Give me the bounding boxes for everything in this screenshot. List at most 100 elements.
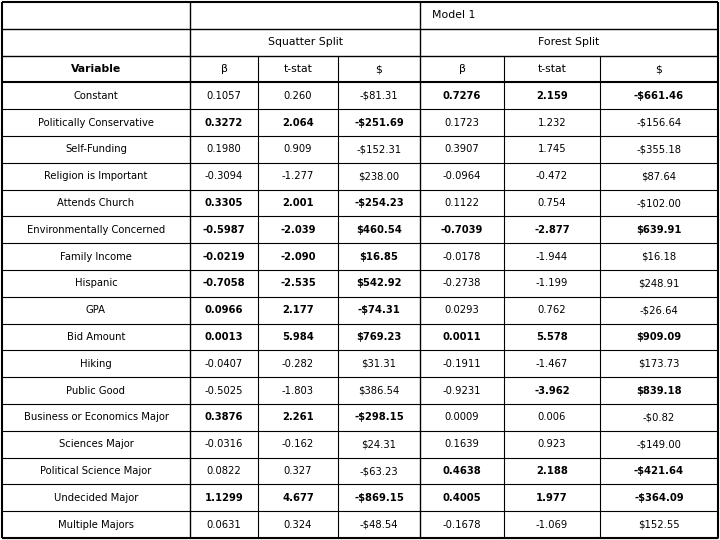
Text: Constant: Constant (73, 91, 118, 101)
Text: -0.2738: -0.2738 (443, 279, 481, 288)
Text: -0.282: -0.282 (282, 359, 314, 369)
Text: $173.73: $173.73 (639, 359, 680, 369)
Text: -$0.82: -$0.82 (643, 413, 675, 422)
Text: GPA: GPA (86, 305, 106, 315)
Text: 1.1299: 1.1299 (204, 493, 243, 503)
Text: 0.260: 0.260 (284, 91, 312, 101)
Text: -0.0964: -0.0964 (443, 171, 481, 181)
Text: $542.92: $542.92 (356, 279, 402, 288)
Text: -0.0316: -0.0316 (204, 439, 243, 449)
Text: -$421.64: -$421.64 (634, 466, 684, 476)
Text: -0.5025: -0.5025 (204, 386, 243, 396)
Text: -1.069: -1.069 (536, 519, 568, 530)
Text: -0.0219: -0.0219 (203, 252, 246, 261)
Text: -2.090: -2.090 (280, 252, 316, 261)
Text: Undecided Major: Undecided Major (54, 493, 138, 503)
Text: Hiking: Hiking (80, 359, 112, 369)
Text: -$869.15: -$869.15 (354, 493, 404, 503)
Text: 0.327: 0.327 (284, 466, 312, 476)
Text: -$149.00: -$149.00 (636, 439, 681, 449)
Text: 0.0631: 0.0631 (207, 519, 241, 530)
Text: -$48.54: -$48.54 (360, 519, 398, 530)
Text: Variable: Variable (71, 64, 121, 74)
Text: Religion is Important: Religion is Important (45, 171, 148, 181)
Text: -$355.18: -$355.18 (636, 144, 682, 154)
Text: 2.177: 2.177 (282, 305, 314, 315)
Text: -0.0178: -0.0178 (443, 252, 481, 261)
Text: 2.261: 2.261 (282, 413, 314, 422)
Text: -0.472: -0.472 (536, 171, 568, 181)
Text: -$251.69: -$251.69 (354, 118, 404, 127)
Text: 1.977: 1.977 (536, 493, 568, 503)
Text: -$661.46: -$661.46 (634, 91, 684, 101)
Text: 0.4005: 0.4005 (443, 493, 481, 503)
Text: Political Science Major: Political Science Major (40, 466, 152, 476)
Text: -0.1911: -0.1911 (443, 359, 481, 369)
Text: 0.0013: 0.0013 (204, 332, 243, 342)
Text: β: β (459, 64, 465, 74)
Text: $460.54: $460.54 (356, 225, 402, 235)
Text: Bid Amount: Bid Amount (67, 332, 125, 342)
Text: 0.1980: 0.1980 (207, 144, 241, 154)
Text: -1.277: -1.277 (282, 171, 314, 181)
Text: -1.467: -1.467 (536, 359, 568, 369)
Text: Environmentally Concerned: Environmentally Concerned (27, 225, 165, 235)
Text: -0.5987: -0.5987 (203, 225, 246, 235)
Text: Politically Conservative: Politically Conservative (38, 118, 154, 127)
Text: $639.91: $639.91 (636, 225, 682, 235)
Text: 0.923: 0.923 (538, 439, 566, 449)
Text: $238.00: $238.00 (359, 171, 400, 181)
Text: Sciences Major: Sciences Major (58, 439, 133, 449)
Text: $: $ (376, 64, 382, 74)
Text: $: $ (656, 64, 662, 74)
Text: 0.4638: 0.4638 (443, 466, 482, 476)
Text: 0.324: 0.324 (284, 519, 312, 530)
Text: -3.962: -3.962 (534, 386, 570, 396)
Text: $248.91: $248.91 (639, 279, 680, 288)
Text: 4.677: 4.677 (282, 493, 314, 503)
Text: -$74.31: -$74.31 (358, 305, 400, 315)
Text: 5.578: 5.578 (536, 332, 568, 342)
Text: -0.0407: -0.0407 (205, 359, 243, 369)
Text: 0.3907: 0.3907 (445, 144, 480, 154)
Text: 0.3305: 0.3305 (204, 198, 243, 208)
Text: -0.1678: -0.1678 (443, 519, 481, 530)
Text: $386.54: $386.54 (359, 386, 400, 396)
Text: $769.23: $769.23 (356, 332, 402, 342)
Text: $31.31: $31.31 (361, 359, 397, 369)
Text: 1.232: 1.232 (538, 118, 567, 127)
Text: $16.18: $16.18 (642, 252, 677, 261)
Text: -$298.15: -$298.15 (354, 413, 404, 422)
Text: -$26.64: -$26.64 (639, 305, 678, 315)
Text: -$156.64: -$156.64 (636, 118, 682, 127)
Text: Family Income: Family Income (60, 252, 132, 261)
Text: β: β (220, 64, 228, 74)
Text: 0.1122: 0.1122 (444, 198, 480, 208)
Text: -2.039: -2.039 (280, 225, 316, 235)
Text: Forest Split: Forest Split (539, 37, 600, 47)
Text: -$102.00: -$102.00 (636, 198, 681, 208)
Text: Hispanic: Hispanic (75, 279, 117, 288)
Text: -$364.09: -$364.09 (634, 493, 684, 503)
Text: -1.199: -1.199 (536, 279, 568, 288)
Text: 0.1057: 0.1057 (207, 91, 241, 101)
Text: 2.001: 2.001 (282, 198, 314, 208)
Text: t-stat: t-stat (538, 64, 567, 74)
Text: -$63.23: -$63.23 (360, 466, 398, 476)
Text: -$254.23: -$254.23 (354, 198, 404, 208)
Text: $839.18: $839.18 (636, 386, 682, 396)
Text: -2.877: -2.877 (534, 225, 570, 235)
Text: Multiple Majors: Multiple Majors (58, 519, 134, 530)
Text: 0.909: 0.909 (284, 144, 312, 154)
Text: Squatter Split: Squatter Split (268, 37, 343, 47)
Text: 0.0822: 0.0822 (207, 466, 241, 476)
Text: -$152.31: -$152.31 (356, 144, 402, 154)
Text: 0.0011: 0.0011 (443, 332, 482, 342)
Text: $909.09: $909.09 (636, 332, 682, 342)
Text: -0.162: -0.162 (282, 439, 314, 449)
Text: $24.31: $24.31 (361, 439, 397, 449)
Text: Attends Church: Attends Church (58, 198, 135, 208)
Text: -0.7058: -0.7058 (203, 279, 246, 288)
Text: 0.0966: 0.0966 (204, 305, 243, 315)
Text: -1.944: -1.944 (536, 252, 568, 261)
